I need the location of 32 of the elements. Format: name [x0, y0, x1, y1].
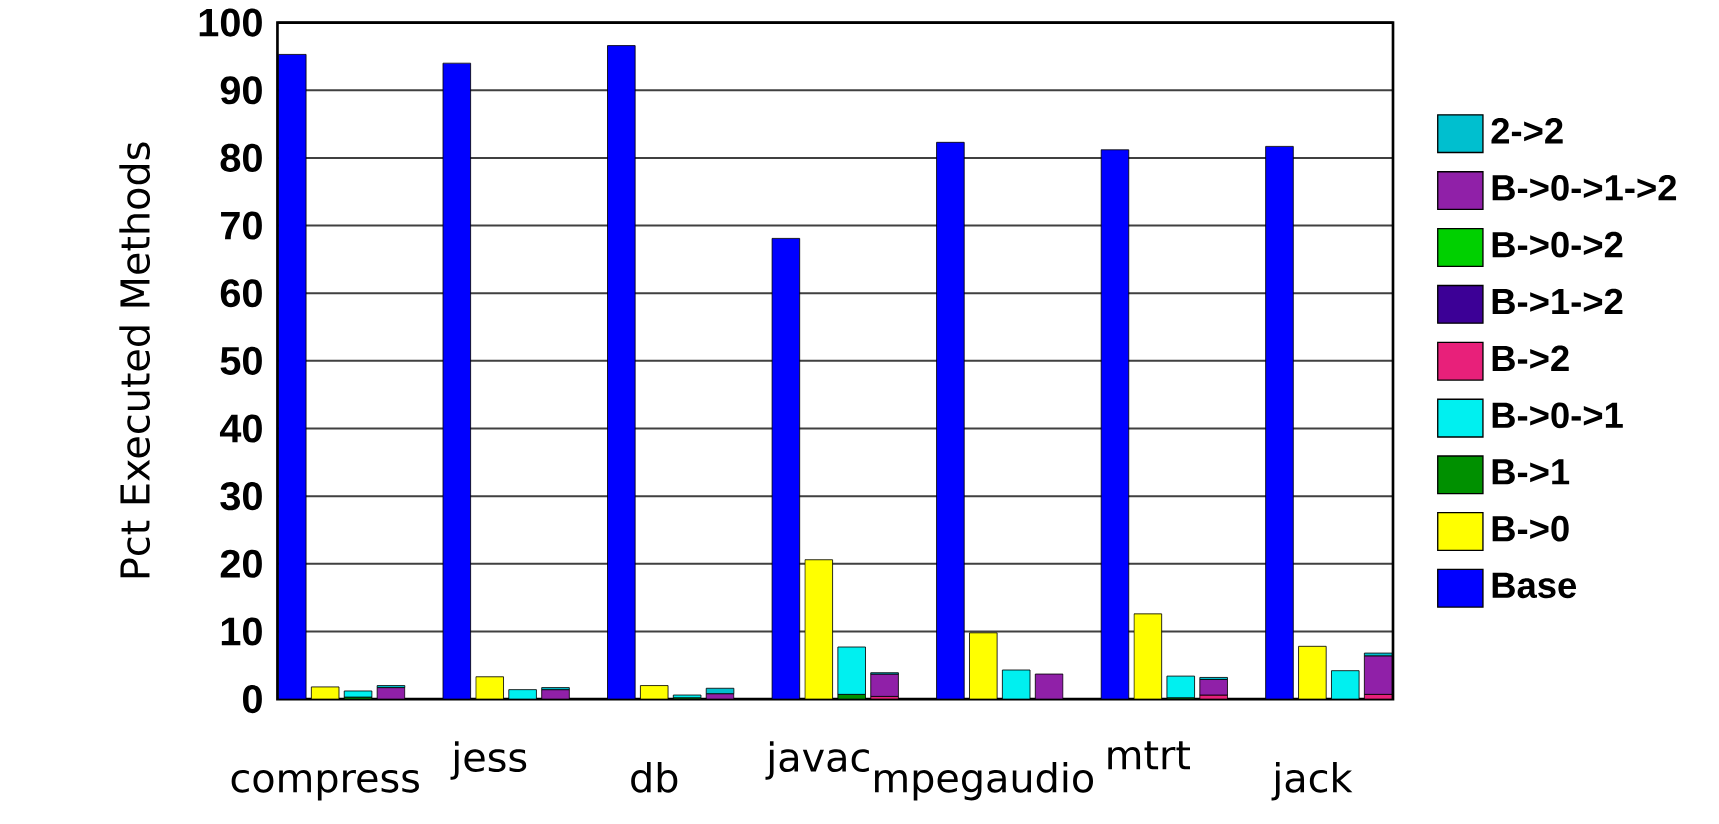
bar [837, 646, 866, 695]
x-tick-label: mpegaudio [875, 761, 1094, 801]
legend-label: B->1->2 [1492, 288, 1623, 314]
bar [870, 673, 899, 697]
y-tick-label: 10 [221, 617, 262, 646]
y-tick-label: 40 [219, 414, 262, 443]
x-tick-label: mtrt [1108, 741, 1190, 769]
x-tick-label: javac [765, 741, 869, 780]
y-tick-label: 30 [220, 481, 262, 511]
x-tick-label: db [631, 761, 678, 793]
y-tick-label: 100 [199, 8, 262, 37]
y-tick-label: 0 [243, 684, 262, 713]
bar [343, 690, 373, 698]
legend-label: Base [1492, 572, 1577, 598]
legend-label: B->0->1 [1492, 402, 1623, 429]
y-tick-label: 70 [221, 211, 262, 240]
legend-label: 2->2 [1491, 117, 1563, 144]
x-tick-label: jack [1271, 761, 1353, 801]
y-axis-title: Pct Executed Methods [119, 142, 151, 578]
x-tick-label: jess [450, 741, 527, 780]
legend-label: B->0->2 [1492, 231, 1623, 258]
legend-label: B->0 [1492, 515, 1569, 542]
y-tick-label: 90 [220, 76, 262, 105]
legend-label: B->1 [1492, 459, 1570, 485]
y-tick-label: 20 [220, 549, 262, 578]
x-tick-label: compress [231, 769, 419, 801]
y-tick-label: 60 [220, 278, 262, 308]
legend-label: B->0->1->2 [1492, 174, 1677, 201]
legend-label: B->2 [1492, 345, 1569, 371]
bar [1199, 678, 1228, 696]
y-tick-label: 80 [220, 143, 262, 172]
y-tick-label: 50 [220, 346, 262, 375]
